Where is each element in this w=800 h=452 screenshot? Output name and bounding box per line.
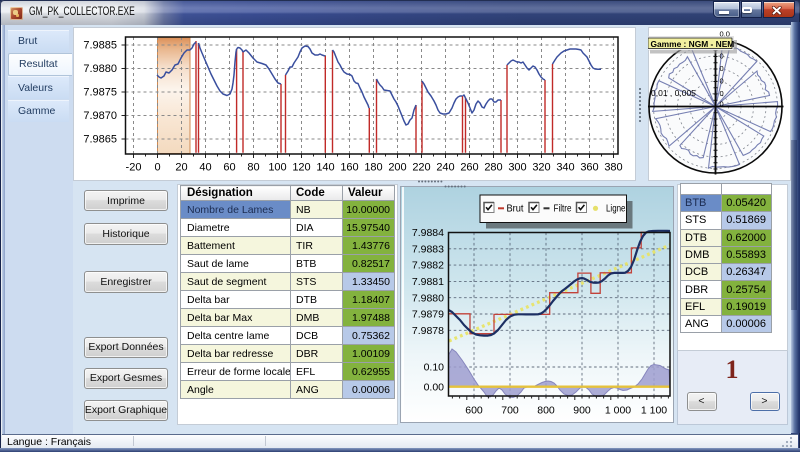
svg-text:Gamme : NGM - NEM: Gamme : NGM - NEM bbox=[651, 39, 735, 49]
svg-text:0: 0 bbox=[720, 77, 724, 86]
svg-text:0.0: 0.0 bbox=[720, 30, 730, 39]
svg-text:7.9865: 7.9865 bbox=[83, 134, 117, 146]
svg-text:260: 260 bbox=[460, 162, 478, 174]
svg-text:900: 900 bbox=[573, 405, 591, 417]
svg-text:7.9885: 7.9885 bbox=[83, 40, 117, 52]
svg-text:7.9878: 7.9878 bbox=[412, 325, 444, 337]
svg-text:180: 180 bbox=[364, 162, 382, 174]
svg-text:800: 800 bbox=[537, 405, 555, 417]
svg-text:380: 380 bbox=[604, 162, 622, 174]
svg-text:7.9881: 7.9881 bbox=[412, 276, 444, 288]
svg-text:0: 0 bbox=[720, 52, 724, 61]
svg-text:0: 0 bbox=[720, 89, 724, 98]
svg-text:100: 100 bbox=[268, 162, 286, 174]
svg-text:1 100: 1 100 bbox=[641, 405, 667, 417]
svg-text:7.9879: 7.9879 bbox=[412, 309, 444, 321]
svg-text:0: 0 bbox=[720, 64, 724, 73]
svg-text:0: 0 bbox=[154, 162, 160, 174]
svg-text:700: 700 bbox=[501, 405, 519, 417]
svg-text:0: 0 bbox=[720, 100, 724, 109]
svg-text:1 000: 1 000 bbox=[605, 405, 631, 417]
svg-text:7.9883: 7.9883 bbox=[412, 243, 444, 255]
svg-text:300: 300 bbox=[508, 162, 526, 174]
svg-text:Ligne: Ligne bbox=[606, 203, 626, 215]
svg-text:7.9880: 7.9880 bbox=[412, 292, 444, 304]
svg-text:140: 140 bbox=[316, 162, 334, 174]
svg-text:0.00: 0.00 bbox=[424, 381, 445, 393]
svg-text:20: 20 bbox=[175, 162, 187, 174]
svg-text:220: 220 bbox=[412, 162, 430, 174]
svg-text:120: 120 bbox=[292, 162, 310, 174]
svg-text:80: 80 bbox=[247, 162, 259, 174]
svg-text:200: 200 bbox=[388, 162, 406, 174]
svg-text:Brut: Brut bbox=[507, 203, 524, 215]
svg-text:60: 60 bbox=[223, 162, 235, 174]
svg-text:40: 40 bbox=[199, 162, 211, 174]
svg-text:Filtre: Filtre bbox=[554, 203, 572, 215]
svg-text:280: 280 bbox=[484, 162, 502, 174]
svg-text:7.9870: 7.9870 bbox=[83, 110, 117, 122]
svg-text:340: 340 bbox=[556, 162, 574, 174]
svg-text:160: 160 bbox=[340, 162, 358, 174]
svg-text:7.9880: 7.9880 bbox=[83, 63, 117, 75]
svg-text:7.9882: 7.9882 bbox=[412, 260, 444, 272]
svg-text:360: 360 bbox=[580, 162, 598, 174]
svg-text:0.10: 0.10 bbox=[424, 362, 445, 374]
svg-text:320: 320 bbox=[532, 162, 550, 174]
svg-text:240: 240 bbox=[436, 162, 454, 174]
svg-text:7.9884: 7.9884 bbox=[412, 227, 444, 239]
svg-text:7.9875: 7.9875 bbox=[83, 87, 117, 99]
svg-text:-20: -20 bbox=[126, 162, 142, 174]
svg-text:600: 600 bbox=[465, 405, 483, 417]
svg-text:0,01 , 0,005: 0,01 , 0,005 bbox=[651, 88, 696, 98]
